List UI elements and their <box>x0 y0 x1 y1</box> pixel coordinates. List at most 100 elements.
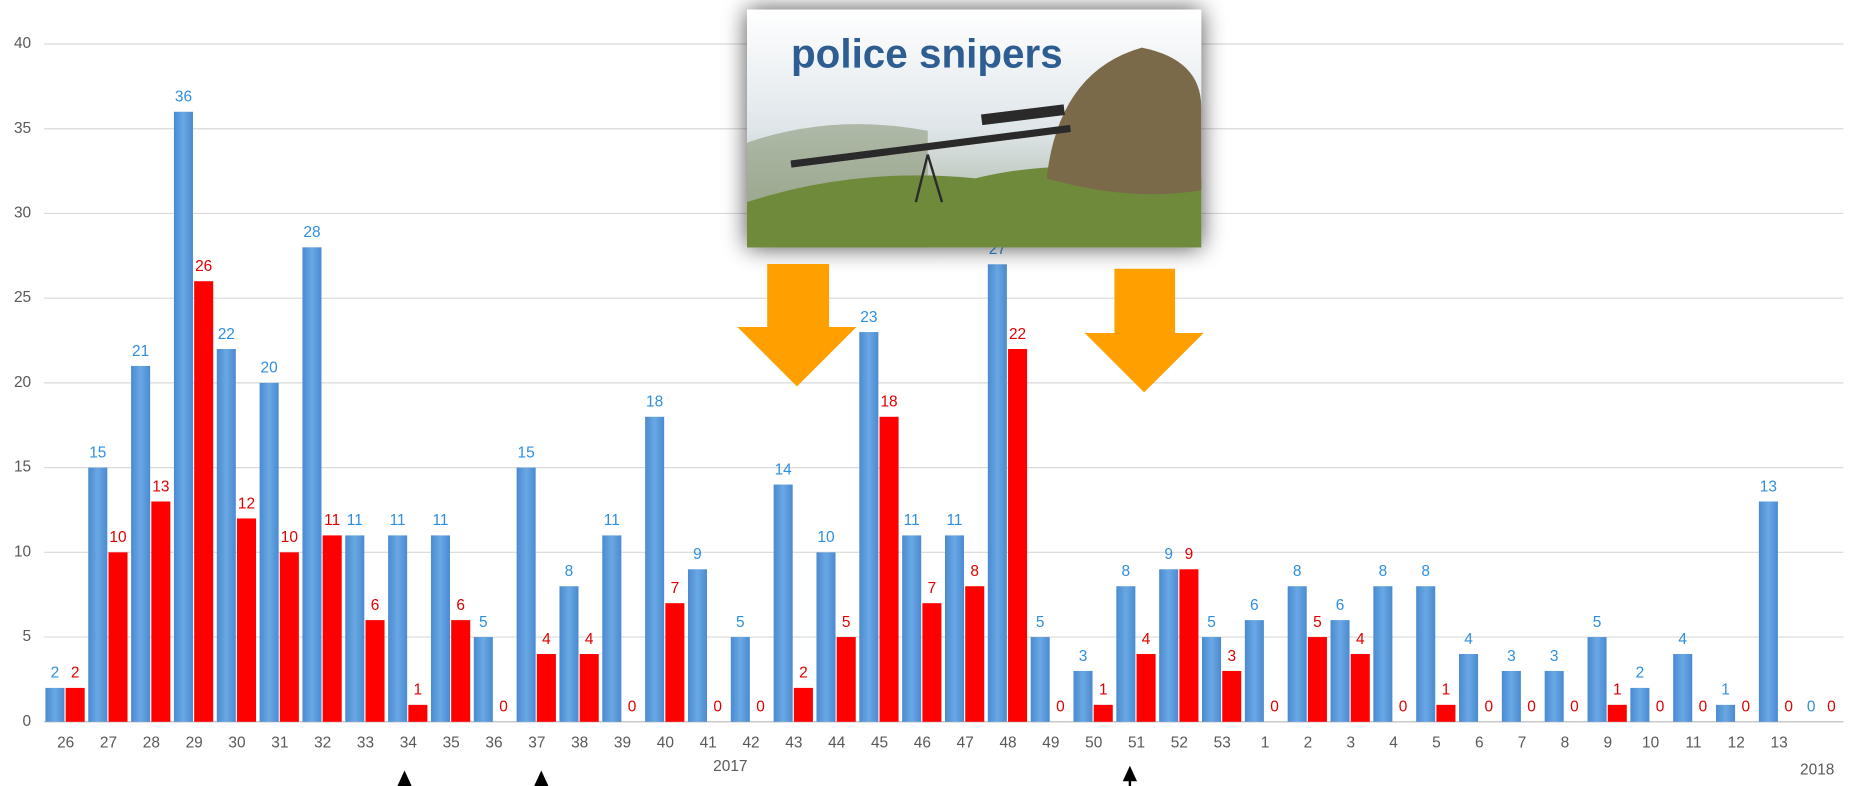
value-label: 5 <box>842 614 851 631</box>
value-label: 23 <box>860 309 877 326</box>
bar <box>1350 654 1370 722</box>
photo-ghillie <box>1046 47 1202 195</box>
x-tick-label: 28 <box>143 734 160 751</box>
bar <box>1202 637 1222 722</box>
value-label: 0 <box>1784 699 1793 716</box>
photo-scope <box>980 104 1065 126</box>
bar <box>173 111 193 722</box>
bar <box>1222 670 1242 722</box>
x-tick-label: 34 <box>400 734 418 751</box>
x-tick-label: 48 <box>999 734 1016 751</box>
bar <box>793 687 813 722</box>
bar <box>516 467 536 722</box>
bar <box>773 484 793 722</box>
value-label: 5 <box>1313 614 1322 631</box>
bar <box>1758 501 1778 722</box>
year-label: 2017 <box>713 758 747 775</box>
bar <box>216 349 236 722</box>
value-label: 6 <box>1336 597 1345 614</box>
value-label: 0 <box>1399 699 1408 716</box>
value-label: 8 <box>565 563 574 580</box>
x-tick-label: 36 <box>485 734 502 751</box>
value-label: 5 <box>1207 614 1216 631</box>
bar <box>879 416 899 722</box>
bar <box>1244 620 1264 722</box>
x-tick-label: 40 <box>657 734 674 751</box>
bar <box>345 535 365 722</box>
value-label: 7 <box>928 580 937 597</box>
value-label: 11 <box>904 512 920 529</box>
value-label: 0 <box>1056 699 1065 716</box>
value-label: 26 <box>195 258 212 275</box>
value-label: 11 <box>390 512 406 529</box>
value-label: 8 <box>970 563 979 580</box>
x-tick-label: 39 <box>614 734 631 751</box>
value-label: 3 <box>1227 648 1236 665</box>
bar <box>388 535 408 722</box>
x-tick-label: 1 <box>1261 734 1270 751</box>
x-tick-label: 5 <box>1432 734 1441 751</box>
value-label: 9 <box>1185 546 1194 563</box>
x-tick-label: 49 <box>1042 734 1059 751</box>
value-label: 2 <box>51 665 60 682</box>
orange-arrow <box>737 263 857 387</box>
value-label: 4 <box>542 631 551 648</box>
value-label: 13 <box>152 478 169 495</box>
x-tick-label: 3 <box>1346 734 1355 751</box>
bar <box>1093 704 1113 722</box>
bar <box>902 535 922 722</box>
value-label: 10 <box>817 529 834 546</box>
bar <box>1673 654 1693 722</box>
bar <box>1416 586 1436 722</box>
bar <box>1630 687 1650 722</box>
bar <box>1030 637 1050 722</box>
bar <box>1116 586 1136 722</box>
x-tick-label: 38 <box>571 734 588 751</box>
bar <box>1459 654 1479 722</box>
year-label: 2018 <box>1800 762 1834 779</box>
value-label: 0 <box>1741 699 1750 716</box>
value-label: 22 <box>218 326 235 343</box>
y-tick-label: 40 <box>14 35 31 52</box>
photo-bipod <box>926 154 944 203</box>
y-tick-label: 30 <box>14 205 31 222</box>
value-label: 6 <box>1250 597 1259 614</box>
y-tick-label: 10 <box>14 543 31 560</box>
x-tick-label: 11 <box>1685 734 1701 751</box>
x-tick-label: 43 <box>785 734 802 751</box>
value-label: 0 <box>1570 699 1579 716</box>
bars <box>45 111 1778 722</box>
bar <box>859 332 879 722</box>
orange-arrow <box>1084 268 1204 393</box>
marker-arrow <box>1128 780 1132 786</box>
bar <box>131 365 151 722</box>
bar <box>451 620 471 722</box>
value-label: 11 <box>324 512 340 529</box>
bar <box>194 281 214 722</box>
value-label: 6 <box>456 597 465 614</box>
x-tick-label: 31 <box>271 734 288 751</box>
x-tick-label: 35 <box>443 734 460 751</box>
value-label: 2 <box>71 665 80 682</box>
x-tick-label: 9 <box>1603 734 1612 751</box>
value-label: 0 <box>628 699 637 716</box>
value-label: 3 <box>1550 648 1559 665</box>
x-tick-label: 26 <box>57 734 74 751</box>
bar <box>965 586 985 722</box>
x-tick-label: 4 <box>1389 734 1398 751</box>
value-label: 5 <box>736 614 745 631</box>
value-label: 11 <box>347 512 363 529</box>
x-tick-label: 45 <box>871 734 888 751</box>
orange-arrows <box>737 263 1204 393</box>
value-label: 14 <box>775 461 793 478</box>
value-label: 10 <box>281 529 298 546</box>
photo-caption: police snipers <box>791 31 1063 77</box>
marker-arrow <box>534 770 549 786</box>
bar <box>922 603 942 722</box>
value-label: 18 <box>646 394 663 411</box>
bar <box>302 247 322 722</box>
x-tick-label: 7 <box>1518 734 1527 751</box>
y-tick-label: 0 <box>23 713 32 730</box>
value-label: 2 <box>1636 665 1645 682</box>
